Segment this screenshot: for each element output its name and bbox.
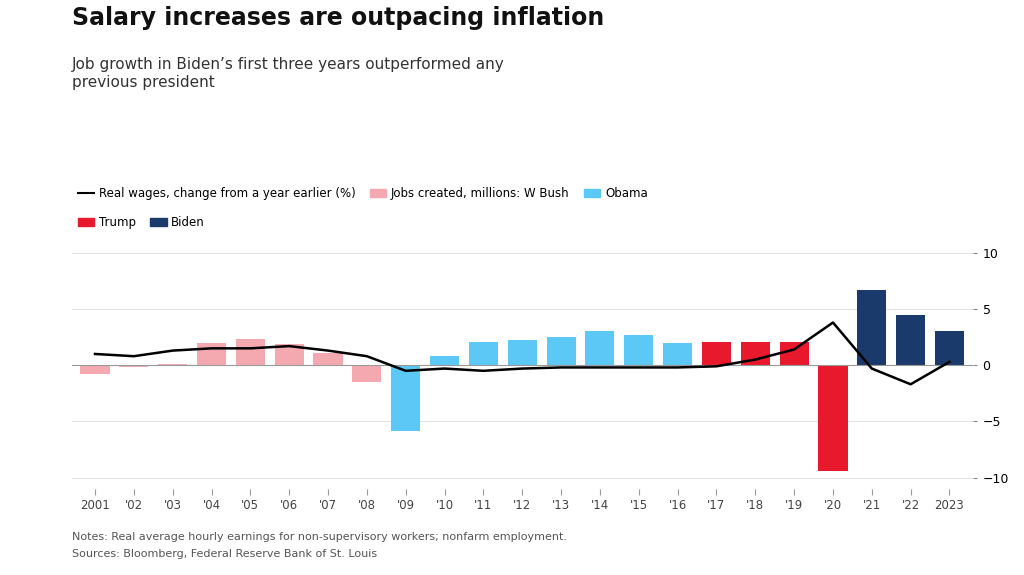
Bar [197,343,226,365]
Text: Notes: Real average hourly earnings for non-supervisory workers; nonfarm employm: Notes: Real average hourly earnings for … [72,532,566,542]
Bar [663,343,692,365]
Bar [586,332,614,365]
Bar [740,342,770,365]
Bar [547,337,575,365]
Bar [779,342,809,365]
Bar [625,335,653,365]
Text: Salary increases are outpacing inflation: Salary increases are outpacing inflation [72,6,604,30]
Text: Sources: Bloomberg, Federal Reserve Bank of St. Louis: Sources: Bloomberg, Federal Reserve Bank… [72,549,377,559]
Bar [935,332,964,365]
Bar [274,344,304,365]
Legend: Trump, Biden: Trump, Biden [78,216,205,229]
Bar [313,353,343,365]
Bar [701,342,731,365]
Bar [818,365,848,471]
Bar [857,290,887,365]
Text: Job growth in Biden’s first three years outperformed any
previous president: Job growth in Biden’s first three years … [72,58,505,90]
Legend: Real wages, change from a year earlier (%), Jobs created, millions: W Bush, Obam: Real wages, change from a year earlier (… [78,187,648,200]
Bar [896,315,926,365]
Bar [158,364,187,365]
Bar [391,365,420,431]
Bar [508,340,537,365]
Bar [81,365,110,374]
Bar [469,342,498,365]
Bar [119,365,148,367]
Bar [236,339,265,365]
Bar [430,356,459,365]
Bar [352,365,381,382]
